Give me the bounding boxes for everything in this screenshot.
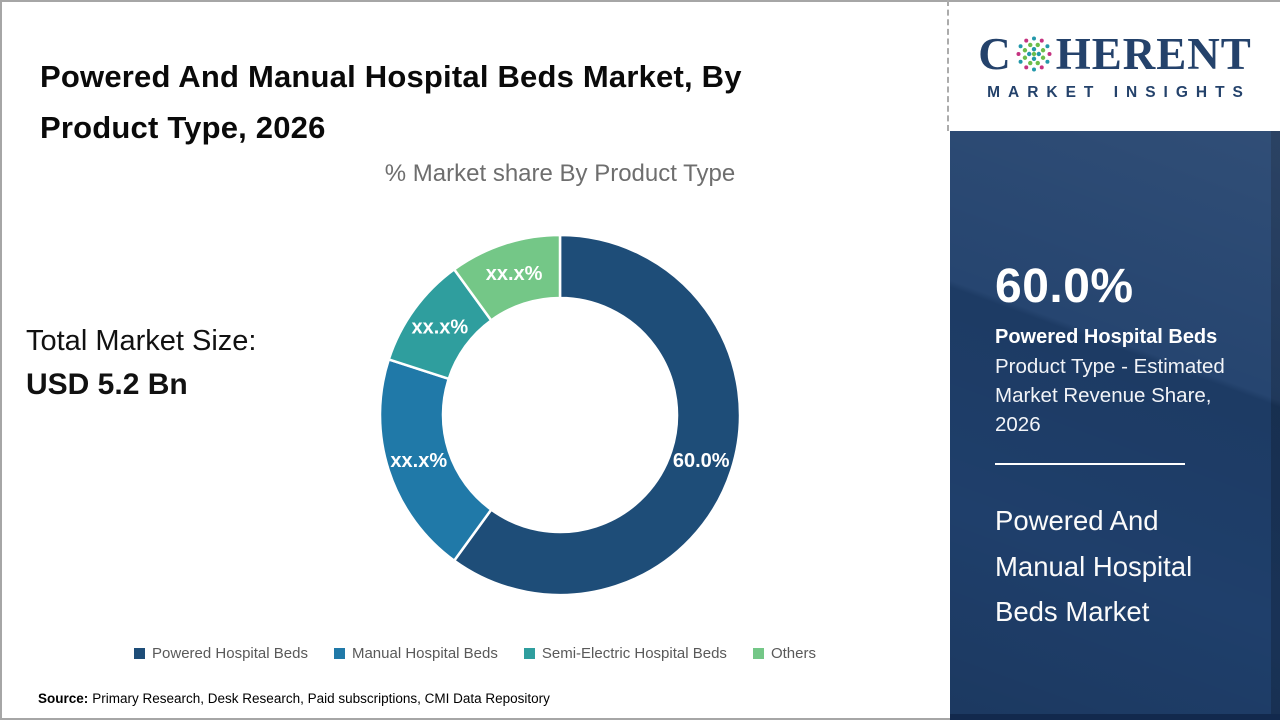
brand-wordmark: C HERENT [978, 28, 1252, 79]
globe-dot [1031, 47, 1036, 52]
brand-letter-c: C [978, 28, 1012, 79]
globe-dot [1035, 60, 1040, 66]
legend-swatch-powered-hospital-beds [134, 648, 146, 659]
donut-segment-label-manual-hospital-beds: xx.x% [390, 450, 447, 472]
globe-dot [1031, 51, 1036, 57]
sidebar-stat-description: Product Type - Estimated Market Revenue … [995, 355, 1225, 436]
sidebar-market-name: Powered And Manual Hospital Beds Market [995, 505, 1193, 627]
globe-dot [1040, 48, 1045, 53]
legend-swatch-others [752, 648, 764, 659]
donut-segment-label-powered-hospital-beds: 60.0% [673, 450, 730, 472]
donut-segment-others [452, 233, 562, 322]
globe-dot [1027, 60, 1033, 66]
donut-segment-label-others: xx.x% [486, 263, 543, 285]
donut-segment-powered-hospital-beds [452, 233, 742, 597]
globe-dot [1031, 67, 1036, 72]
right-sidebar: 60.0% Powered Hospital Beds Product Type… [950, 131, 1280, 720]
globe-dot [1016, 52, 1021, 56]
panel-divider-dashed [947, 0, 949, 131]
total-market-size: Total Market Size: USD 5.2 Bn [26, 320, 256, 406]
globe-dot [1018, 59, 1023, 64]
globe-dot [1047, 52, 1052, 56]
source-label: Source: [38, 691, 89, 706]
legend-item-semi-electric-hospital-beds: Semi-Electric Hospital Beds [523, 645, 727, 662]
total-market-size-label: Total Market Size: [26, 325, 257, 357]
legend-label-semi-electric-hospital-beds: Semi-Electric Hospital Beds [541, 645, 727, 662]
globe-dot [1023, 38, 1028, 43]
globe-dot [1045, 44, 1050, 49]
globe-dot [1036, 51, 1041, 57]
globe-dot [1039, 65, 1044, 70]
globe-dot [1039, 38, 1044, 43]
source-line: Source: Primary Research, Desk Research, … [38, 691, 550, 706]
legend-label-others: Others [770, 645, 816, 662]
globe-dot [1031, 56, 1036, 61]
globe-dot [1023, 65, 1028, 70]
legend-item-others: Others [752, 645, 816, 662]
globe-dot [1018, 44, 1023, 49]
brand-tagline: MARKET INSIGHTS [987, 83, 1251, 101]
globe-dot [1040, 55, 1045, 60]
globe-dot [1035, 42, 1040, 48]
brand-letters-herent: HERENT [1055, 28, 1252, 79]
globe-dot [1031, 36, 1036, 41]
sidebar-stat-segment-name: Powered Hospital Beds [995, 326, 1218, 348]
page-title-line1: Powered And Manual Hospital Beds Market,… [40, 58, 742, 94]
legend-item-powered-hospital-beds: Powered Hospital Beds [134, 645, 308, 662]
legend-item-manual-hospital-beds: Manual Hospital Beds [333, 645, 498, 662]
page-title-line2: Product Type, 2026 [40, 109, 326, 145]
chart-legend: Powered Hospital Beds Manual Hospital Bed… [0, 645, 950, 662]
sidebar-divider [995, 463, 1185, 465]
chart-title: % Market share By Product Type [384, 160, 736, 187]
legend-label-manual-hospital-beds: Manual Hospital Beds [351, 645, 498, 662]
globe-dot [1045, 59, 1050, 64]
donut-segment-label-semi-electric-hospital-beds: xx.x% [412, 317, 469, 339]
brand-logo: C HERENT MARKET INSIGHTS [950, 0, 1280, 131]
sidebar-bottom-strip [950, 714, 1280, 720]
legend-swatch-manual-hospital-beds [333, 648, 345, 659]
legend-label-powered-hospital-beds: Powered Hospital Beds [152, 645, 308, 662]
total-market-size-value: USD 5.2 Bn [26, 368, 188, 401]
legend-swatch-semi-electric-hospital-beds [523, 648, 535, 659]
source-text: Primary Research, Desk Research, Paid su… [92, 691, 550, 706]
donut-chart: 60.0% xx.x% xx.x% xx.x% [378, 233, 742, 597]
globe-dot [1026, 51, 1032, 57]
coherent-globe-icon [1016, 36, 1052, 72]
globe-dot [1022, 48, 1027, 53]
globe-dot [1022, 55, 1027, 60]
page-title: Powered And Manual Hospital Beds Market,… [40, 51, 920, 153]
sidebar-stat-value: 60.0% [995, 260, 1134, 313]
globe-dot [1027, 42, 1033, 48]
